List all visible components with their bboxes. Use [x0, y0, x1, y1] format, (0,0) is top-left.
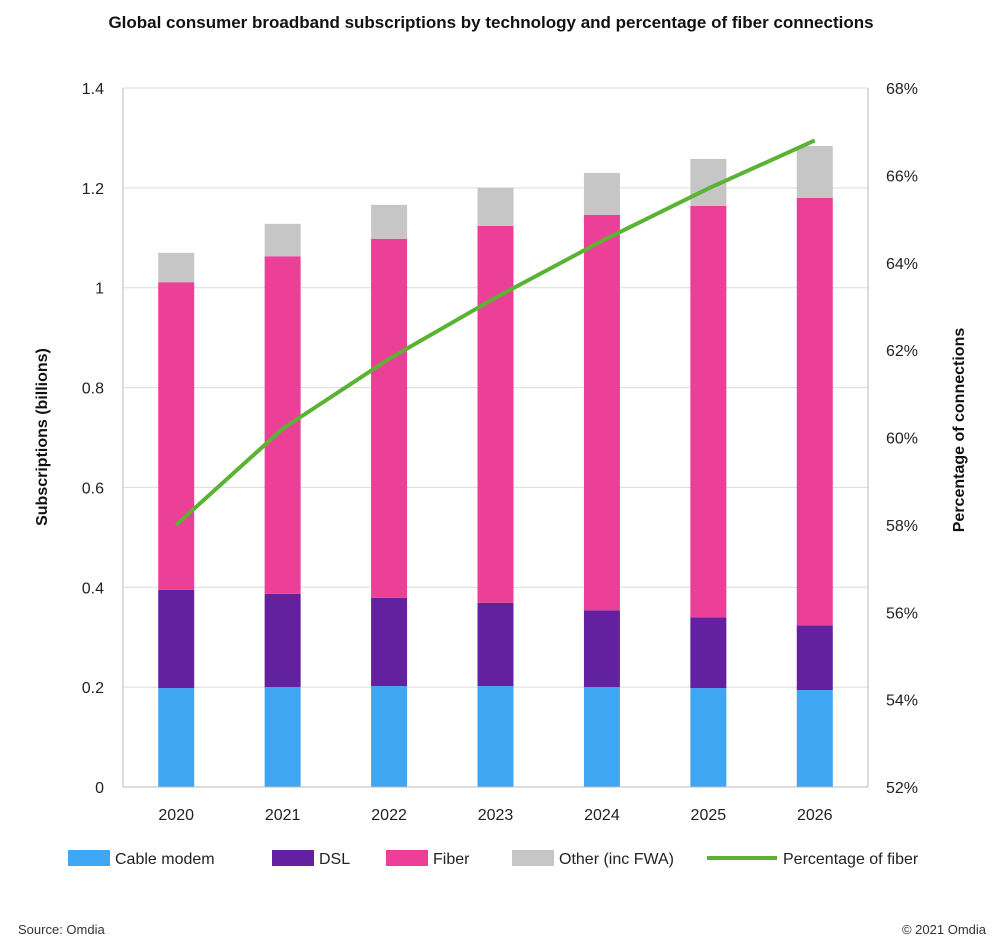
legend-swatch [272, 850, 314, 866]
bar-fiber-2023 [478, 226, 514, 603]
legend-swatch [386, 850, 428, 866]
y2-tick-label: 68% [886, 81, 918, 98]
bar-other-inc-fwa--2021 [265, 224, 301, 256]
bar-dsl-2023 [478, 603, 514, 686]
x-tick-label: 2022 [371, 807, 407, 824]
x-tick-label: 2023 [478, 807, 514, 824]
y2-tick-label: 54% [886, 693, 918, 710]
y-tick-label: 0.2 [82, 680, 104, 697]
x-tick-label: 2024 [584, 807, 620, 824]
x-tick-label: 2021 [265, 807, 301, 824]
y2-tick-label: 64% [886, 256, 918, 273]
bar-other-inc-fwa--2020 [158, 253, 194, 282]
bar-dsl-2020 [158, 590, 194, 688]
copyright-note: © 2021 Omdia [902, 922, 987, 937]
y-tick-label: 1.2 [82, 181, 104, 198]
legend-swatch [68, 850, 110, 866]
y-tick-label: 1.4 [82, 81, 104, 98]
bar-fiber-2022 [371, 239, 407, 598]
y2-tick-label: 62% [886, 343, 918, 360]
bar-cable-modem-2021 [265, 687, 301, 787]
bar-other-inc-fwa--2024 [584, 173, 620, 215]
bar-other-inc-fwa--2022 [371, 205, 407, 239]
bar-cable-modem-2022 [371, 686, 407, 787]
bar-fiber-2026 [797, 198, 833, 625]
y2-tick-label: 52% [886, 780, 918, 797]
legend-label: Cable modem [115, 851, 215, 868]
legend-label: Percentage of fiber [783, 851, 919, 868]
bar-other-inc-fwa--2026 [797, 146, 833, 198]
bar-other-inc-fwa--2023 [478, 188, 514, 226]
bar-dsl-2022 [371, 598, 407, 686]
bar-dsl-2024 [584, 610, 620, 687]
y-tick-label: 1 [95, 281, 104, 298]
bar-fiber-2020 [158, 282, 194, 590]
bar-fiber-2024 [584, 215, 620, 610]
y-tick-label: 0.8 [82, 381, 104, 398]
bar-dsl-2025 [690, 617, 726, 688]
bar-dsl-2026 [797, 625, 833, 690]
legend-label: DSL [319, 851, 350, 868]
bar-cable-modem-2020 [158, 688, 194, 787]
x-tick-label: 2020 [158, 807, 194, 824]
bar-cable-modem-2026 [797, 690, 833, 787]
x-tick-label: 2025 [691, 807, 727, 824]
y2-tick-label: 60% [886, 431, 918, 448]
bar-cable-modem-2024 [584, 687, 620, 787]
y2-axis-label: Percentage of connections [951, 328, 968, 533]
source-note: Source: Omdia [18, 922, 105, 937]
bar-fiber-2021 [265, 256, 301, 594]
chart-title: Global consumer broadband subscriptions … [108, 13, 873, 32]
legend-swatch [512, 850, 554, 866]
bar-cable-modem-2023 [478, 686, 514, 787]
x-tick-label: 2026 [797, 807, 833, 824]
bar-dsl-2021 [265, 594, 301, 687]
y-tick-label: 0.6 [82, 480, 104, 497]
y-tick-label: 0.4 [82, 580, 104, 597]
legend-label: Other (inc FWA) [559, 851, 674, 868]
y2-tick-label: 58% [886, 518, 918, 535]
y2-tick-label: 56% [886, 605, 918, 622]
y-tick-label: 0 [95, 780, 104, 797]
y2-tick-label: 66% [886, 168, 918, 185]
y-axis-label: Subscriptions (billions) [34, 348, 51, 526]
legend-label: Fiber [433, 851, 470, 868]
bar-cable-modem-2025 [690, 688, 726, 787]
bar-fiber-2025 [690, 206, 726, 617]
